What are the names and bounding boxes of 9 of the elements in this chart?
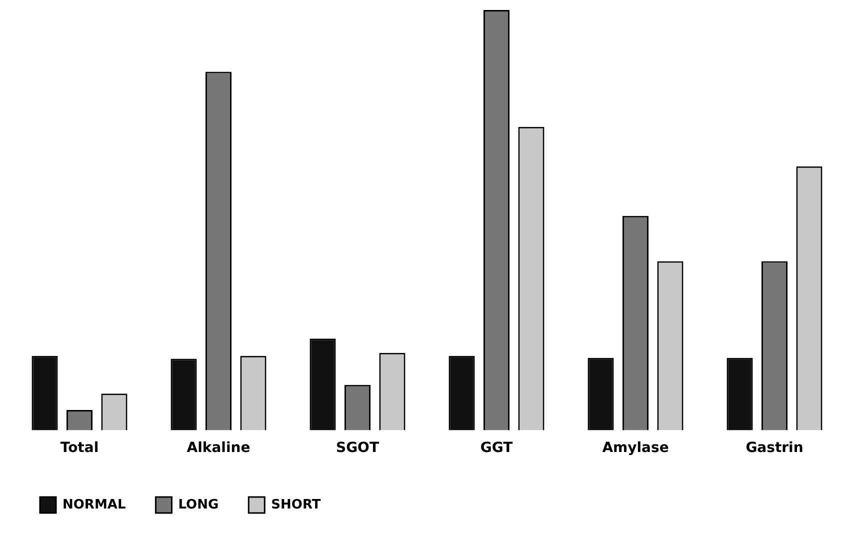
x-tick-label: Amylase — [602, 440, 669, 456]
x-tick-label: GGT — [480, 440, 514, 456]
legend-label: LONG — [178, 497, 219, 512]
x-tick-label: Total — [60, 440, 99, 456]
x-tick-label: Alkaline — [186, 440, 250, 456]
x-tick-label: SGOT — [336, 440, 380, 456]
legend-label: NORMAL — [62, 497, 126, 512]
legend-label: SHORT — [271, 497, 321, 512]
x-tick-label: Gastrin — [746, 440, 804, 456]
